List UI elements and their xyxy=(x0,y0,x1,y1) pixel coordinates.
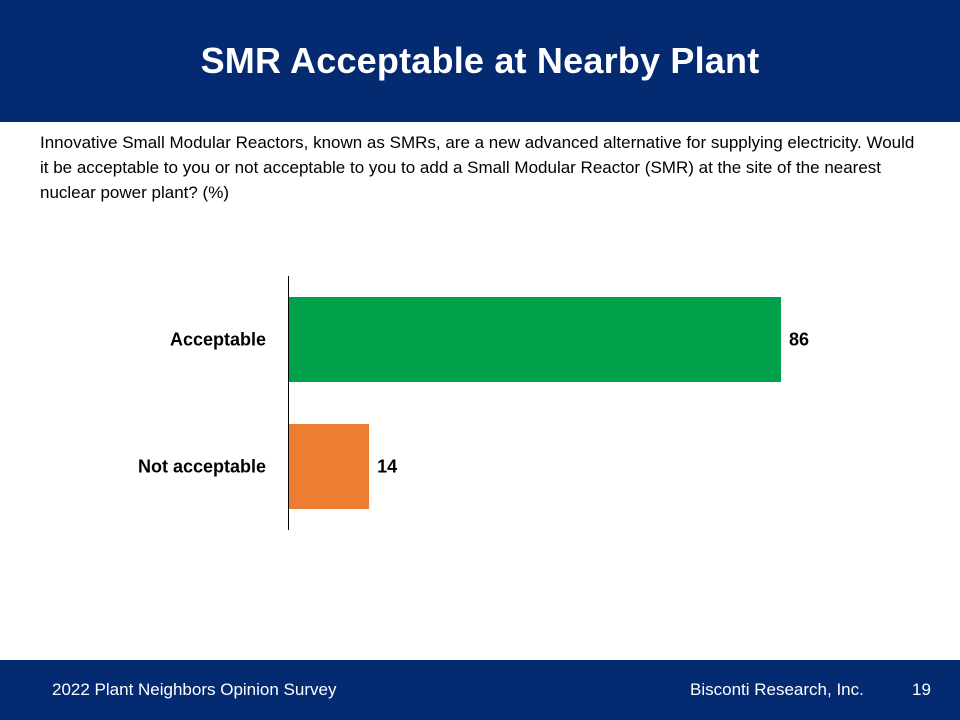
bars-group: Acceptable 86 Not acceptable 14 xyxy=(138,297,809,509)
data-label: 14 xyxy=(377,457,397,477)
bar-not-acceptable xyxy=(289,424,370,509)
title-bar: SMR Acceptable at Nearby Plant xyxy=(0,0,960,122)
category-label: Not acceptable xyxy=(138,457,266,477)
category-label: Acceptable xyxy=(170,330,266,350)
page-title: SMR Acceptable at Nearby Plant xyxy=(200,40,760,81)
page-number: 19 xyxy=(912,680,931,699)
survey-name: 2022 Plant Neighbors Opinion Survey xyxy=(52,680,337,699)
survey-question: Innovative Small Modular Reactors, known… xyxy=(40,133,915,202)
bar-acceptable xyxy=(289,297,781,382)
company-name: Bisconti Research, Inc. xyxy=(690,680,864,699)
footer-bar: 2022 Plant Neighbors Opinion Survey Bisc… xyxy=(0,660,960,720)
data-label: 86 xyxy=(789,330,809,350)
